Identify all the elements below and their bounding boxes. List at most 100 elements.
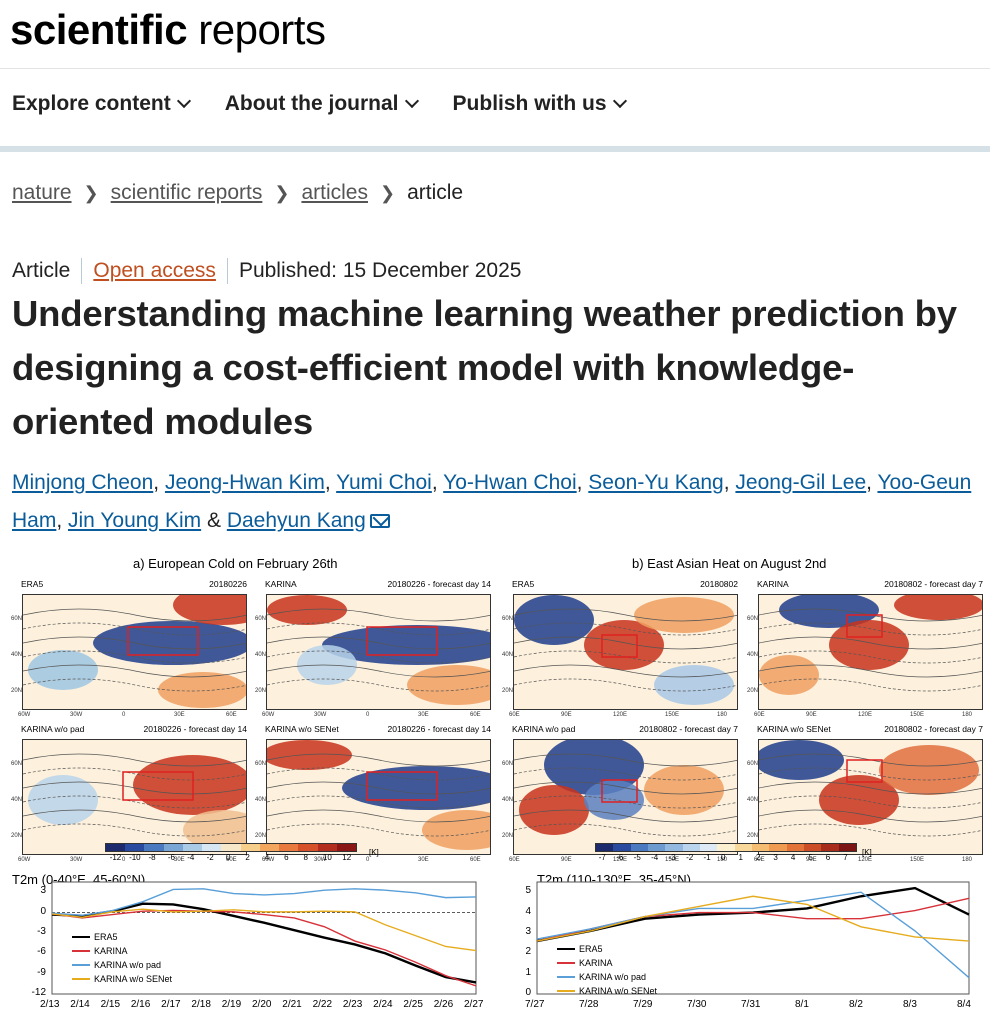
- map-panel: [22, 739, 247, 855]
- legend-entry: KARINA w/o SENet: [72, 974, 172, 984]
- colorbar-swatch: [317, 844, 337, 851]
- map-panel: [22, 594, 247, 710]
- breadcrumb-scientific-reports[interactable]: scientific reports: [110, 181, 263, 204]
- colorbar-swatch: [613, 844, 631, 851]
- nav-label: Publish with us: [452, 92, 607, 115]
- legend-swatch: [557, 948, 575, 950]
- legend-label: KARINA: [94, 946, 128, 956]
- line-charts: [51, 881, 970, 995]
- breadcrumb-articles[interactable]: articles: [301, 181, 368, 204]
- x-tick-label: 8/3: [903, 999, 917, 1010]
- lon-tick: 60E: [509, 712, 520, 718]
- colorbar-tick: -4: [187, 853, 195, 862]
- lon-tick: 60W: [262, 712, 275, 718]
- region-box: [846, 614, 883, 638]
- anomaly-blob: [894, 595, 982, 620]
- colorbar-tick: -7: [598, 853, 606, 862]
- journal-logo[interactable]: scientific reports: [10, 6, 326, 54]
- x-tick-label: 8/2: [849, 999, 863, 1010]
- legend-swatch: [557, 962, 575, 964]
- legend-swatch: [557, 990, 575, 992]
- lon-tick: 30W: [314, 712, 327, 718]
- colorbar-swatch: [279, 844, 299, 851]
- lon-tick: 150E: [665, 857, 680, 863]
- lat-tick: 20N: [255, 688, 267, 694]
- x-tick-label: 8/1: [795, 999, 809, 1010]
- lon-tick: 0: [122, 712, 126, 718]
- figure[interactable]: a) European Cold on February 26th b) Eas…: [0, 550, 990, 1024]
- author-link[interactable]: Yoo-Geun Ham: [12, 471, 972, 532]
- contour-line: [759, 823, 982, 837]
- map-field: [267, 740, 490, 850]
- colorbar-tick: 12: [342, 853, 352, 862]
- lon-tick: 150E: [665, 712, 680, 718]
- colorbar-tick: 5: [808, 853, 813, 862]
- y-tick-label: 3: [525, 925, 531, 937]
- x-tick-label: 2/19: [221, 999, 242, 1010]
- nav-about-journal[interactable]: About the journal: [225, 92, 419, 116]
- author-link[interactable]: Yumi Choi: [336, 471, 432, 494]
- main-nav: Explore content About the journal Publis…: [12, 92, 627, 116]
- breadcrumb-nature[interactable]: nature: [12, 181, 72, 204]
- author-link[interactable]: Jeong-Hwan Kim: [164, 471, 325, 494]
- lat-tick: 20N: [502, 833, 514, 839]
- chart-frame: [51, 881, 477, 995]
- lon-tick: 120E: [858, 712, 873, 718]
- nav-underbar: [0, 146, 990, 152]
- map-label: ERA5: [21, 579, 44, 589]
- author-link[interactable]: Minjong Cheon: [12, 471, 154, 494]
- open-access-link[interactable]: Open access: [93, 259, 216, 282]
- legend-swatch: [72, 978, 90, 980]
- author-link[interactable]: Daehyun Kang: [226, 509, 366, 532]
- contour-line: [23, 608, 246, 622]
- colorbar-tick: -8: [148, 853, 156, 862]
- map-field: [759, 740, 982, 837]
- map-date: 20180226 - forecast day 14: [387, 579, 492, 589]
- nav-explore-content[interactable]: Explore content: [12, 92, 191, 116]
- series-line: [51, 908, 477, 952]
- map-field: [759, 595, 982, 695]
- chart-frame: [536, 881, 970, 995]
- colorbar-swatch: [838, 844, 856, 851]
- contour-line: [23, 678, 246, 692]
- contour-line: [267, 608, 490, 622]
- nav-publish[interactable]: Publish with us: [452, 92, 627, 116]
- lon-tick: 30W: [314, 857, 327, 863]
- lon-tick: 60E: [509, 857, 520, 863]
- anomaly-blob: [342, 766, 490, 810]
- lon-tick: 30W: [70, 712, 83, 718]
- map-label: KARINA w/o SENet: [265, 724, 339, 734]
- author-link[interactable]: Yo-Hwan Choi: [443, 471, 577, 494]
- legend-entry: ERA5: [72, 932, 118, 942]
- contour-line: [759, 809, 982, 823]
- envelope-icon[interactable]: [369, 514, 390, 529]
- author-link[interactable]: Jeong-Gil Lee: [735, 471, 867, 494]
- meta-divider: [226, 258, 228, 284]
- contour-line: [514, 823, 737, 837]
- x-tick-label: 2/15: [100, 999, 121, 1010]
- nav-label: Explore content: [12, 92, 171, 115]
- legend-label: KARINA w/o pad: [579, 972, 647, 982]
- logo-bold: scientific: [10, 6, 188, 53]
- lon-tick: 0: [122, 857, 126, 863]
- map-field: [514, 740, 737, 837]
- lat-tick: 60N: [747, 761, 759, 767]
- anomaly-blob: [519, 785, 589, 835]
- colorbar-tick: 10: [322, 853, 332, 862]
- x-tick-label: 2/14: [70, 999, 90, 1010]
- lat-tick: 20N: [11, 833, 23, 839]
- y-tick-label: -6: [37, 946, 46, 958]
- y-tick-label: 4: [525, 905, 531, 917]
- author-link[interactable]: Jin Young Kim: [68, 509, 202, 532]
- legend-label: KARINA w/o SENet: [579, 986, 658, 996]
- lon-tick: 60W: [262, 857, 275, 863]
- lon-tick: 60E: [470, 712, 481, 718]
- colorbar-tick: 6: [284, 853, 289, 862]
- contour-line: [23, 622, 246, 636]
- author-link[interactable]: Seon-Yu Kang: [588, 471, 724, 494]
- contour-line: [267, 767, 490, 781]
- lon-tick: 120E: [613, 857, 628, 863]
- legend-swatch: [72, 936, 90, 938]
- region-box: [127, 626, 199, 656]
- legend-swatch: [72, 964, 90, 966]
